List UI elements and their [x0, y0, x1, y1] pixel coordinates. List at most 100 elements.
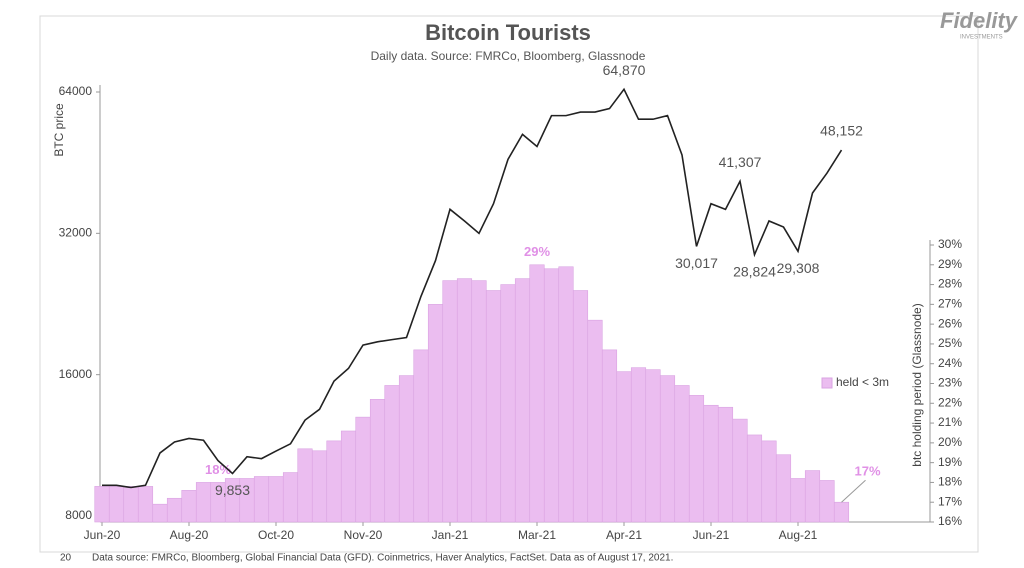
- bar: [268, 476, 284, 523]
- bar: [819, 480, 835, 523]
- bar: [297, 448, 313, 523]
- data-label: 17%: [854, 464, 880, 479]
- chart-subtitle: Daily data. Source: FMRCo, Bloomberg, Gl…: [371, 49, 646, 63]
- bar: [645, 369, 661, 523]
- bar: [674, 385, 690, 523]
- bar: [587, 319, 603, 523]
- bar: [746, 434, 763, 523]
- brand: Fidelity: [940, 8, 1019, 33]
- x-tick-label: Aug-21: [779, 528, 818, 542]
- y-tick-label: 16000: [59, 367, 93, 381]
- y-axis-label: BTC price: [52, 103, 66, 157]
- y2-tick-label: 16%: [938, 514, 962, 528]
- y2-tick-label: 19%: [938, 455, 962, 469]
- y2-tick-label: 24%: [938, 356, 962, 370]
- brand-sub: INVESTMENTS: [960, 35, 1003, 41]
- legend-label: held < 3m: [836, 375, 889, 389]
- bar: [485, 290, 502, 523]
- bar: [137, 486, 154, 523]
- bar: [326, 440, 342, 523]
- data-label: 30,017: [675, 255, 718, 271]
- x-tick-label: Apr-21: [606, 528, 642, 542]
- data-label: 29%: [524, 244, 550, 259]
- bar: [761, 440, 777, 523]
- bar: [500, 284, 516, 523]
- data-label: 41,307: [719, 154, 762, 170]
- y2-tick-label: 26%: [938, 316, 962, 330]
- bar: [558, 266, 574, 523]
- source-note: Data source: FMRCo, Bloomberg, Global Fi…: [92, 553, 673, 564]
- bar: [340, 430, 357, 523]
- x-tick-label: Oct-20: [258, 528, 294, 542]
- bar: [804, 470, 821, 523]
- bar: [282, 472, 299, 523]
- bar: [108, 486, 125, 523]
- bar: [833, 501, 850, 523]
- bar: [384, 385, 400, 523]
- y2-tick-label: 21%: [938, 415, 962, 429]
- y2-tick-label: 25%: [938, 336, 962, 350]
- page-number: 20: [60, 553, 72, 564]
- bar: [703, 404, 719, 523]
- x-tick-label: Mar-21: [518, 528, 556, 542]
- bar: [775, 454, 792, 523]
- y2-tick-label: 27%: [938, 297, 962, 311]
- bar: [659, 375, 676, 523]
- x-tick-label: Jun-20: [84, 528, 121, 542]
- bar: [732, 418, 748, 523]
- bar: [529, 264, 545, 523]
- data-label: 48,152: [820, 123, 863, 139]
- bar: [369, 399, 386, 523]
- frame: [39, 15, 979, 553]
- data-label: 64,870: [603, 62, 646, 78]
- bar: [427, 304, 444, 523]
- data-label: 28,824: [733, 263, 776, 279]
- bar: [152, 503, 168, 523]
- bar: [413, 349, 429, 523]
- bar: [311, 450, 328, 523]
- bar: [601, 349, 618, 523]
- bar: [442, 280, 458, 523]
- bar: [514, 278, 531, 523]
- y-tick-label: 64000: [59, 84, 93, 98]
- x-tick-label: Aug-20: [170, 528, 209, 542]
- y2-tick-label: 18%: [938, 475, 962, 489]
- x-tick-label: Jan-21: [432, 528, 469, 542]
- label-leader: [841, 479, 866, 503]
- y2-tick-label: 30%: [938, 237, 962, 251]
- bar: [195, 482, 212, 523]
- chart-title: Bitcoin Tourists: [425, 20, 591, 45]
- y-tick-label: 32000: [59, 226, 93, 240]
- y2-tick-label: 17%: [938, 494, 962, 508]
- bar: [543, 268, 560, 523]
- x-tick-label: Nov-20: [344, 528, 383, 542]
- y2-axis-label: btc holding period (Glassnode): [910, 303, 924, 466]
- bar: [717, 406, 734, 523]
- bar: [688, 395, 705, 523]
- legend-swatch: [821, 377, 833, 389]
- data-label: 9,853: [215, 482, 250, 498]
- bar: [790, 478, 806, 523]
- y2-tick-label: 20%: [938, 435, 962, 449]
- bar: [572, 290, 589, 523]
- bar: [166, 497, 183, 523]
- x-tick-label: Jun-21: [693, 528, 730, 542]
- bar: [616, 371, 632, 523]
- y2-tick-label: 28%: [938, 277, 962, 291]
- y2-tick-label: 22%: [938, 395, 962, 409]
- bar: [181, 490, 197, 523]
- bar: [471, 280, 487, 523]
- bar: [94, 486, 110, 523]
- bar: [630, 367, 647, 523]
- bar: [355, 416, 371, 523]
- bar: [398, 375, 415, 523]
- bar: [456, 278, 473, 523]
- y2-tick-label: 23%: [938, 376, 962, 390]
- y2-tick-label: 29%: [938, 257, 962, 271]
- bar: [253, 476, 270, 523]
- data-label: 29,308: [777, 260, 820, 276]
- y-tick-label: 8000: [65, 508, 92, 522]
- bar: [123, 486, 139, 523]
- price-line: [102, 87, 843, 489]
